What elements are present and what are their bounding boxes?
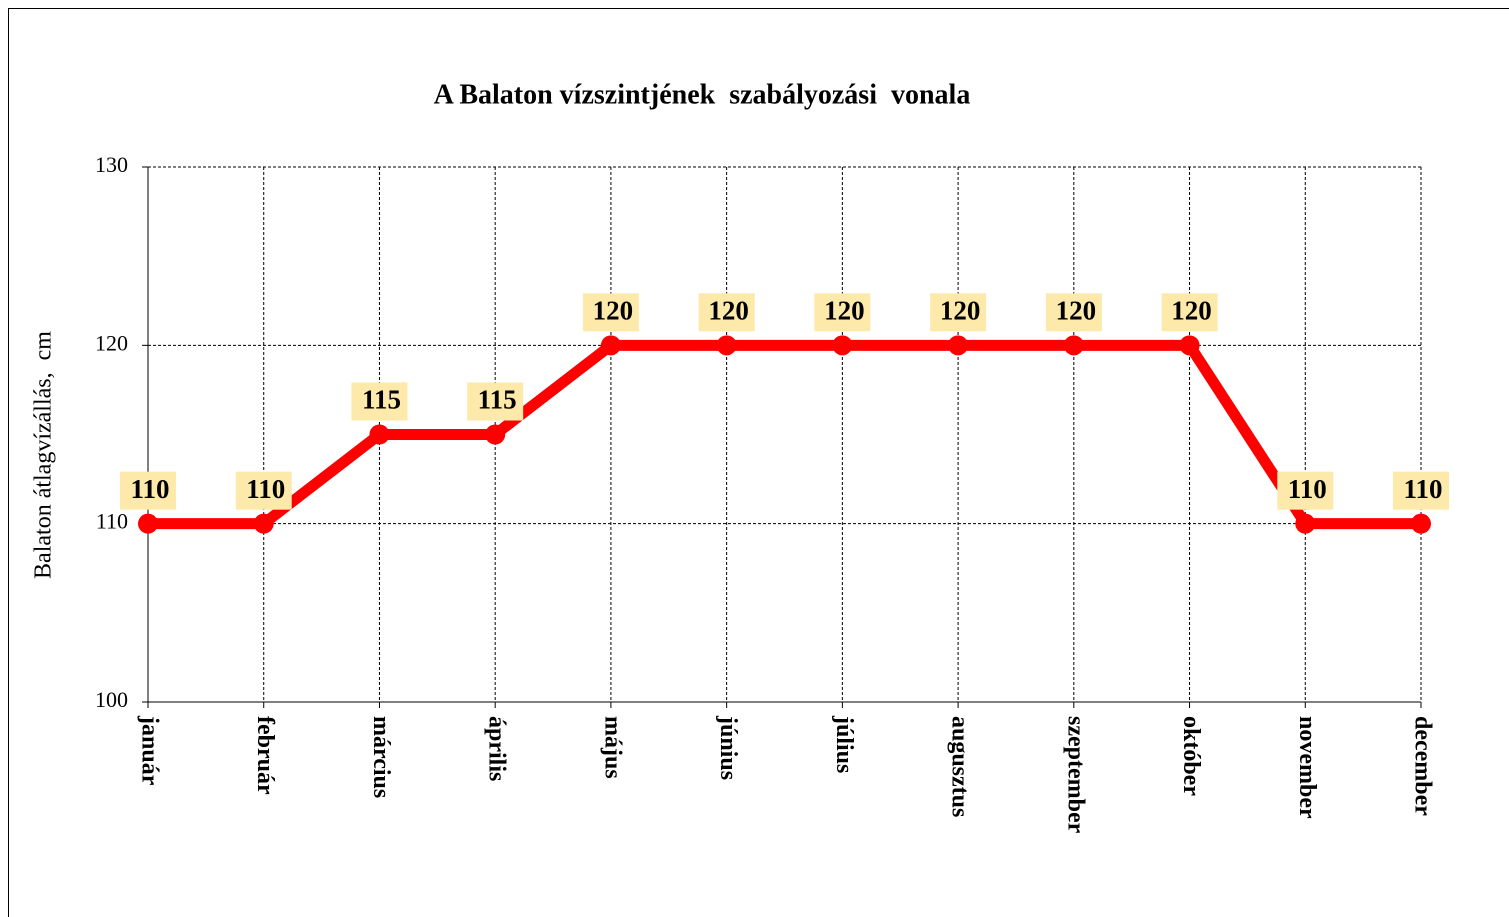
data-label-background xyxy=(582,293,639,332)
data-label: 120 xyxy=(824,296,865,326)
data-label-background xyxy=(1277,471,1334,510)
y-tick-label: 130 xyxy=(95,152,128,177)
data-point xyxy=(1179,335,1200,356)
data-point xyxy=(1295,513,1316,534)
x-tick-label: augusztus xyxy=(947,716,973,817)
data-label: 120 xyxy=(1056,296,1097,326)
data-point xyxy=(253,513,274,534)
x-tick-label: december xyxy=(1409,716,1435,816)
data-label: 120 xyxy=(940,296,981,326)
x-tick-label: április xyxy=(484,716,510,781)
data-label: 120 xyxy=(708,296,749,326)
x-tick-label: február xyxy=(252,716,278,795)
chart-border xyxy=(8,8,1509,917)
data-point xyxy=(1063,335,1084,356)
y-tick-label: 110 xyxy=(96,509,128,534)
x-tick-label: március xyxy=(368,716,394,798)
data-label-background xyxy=(698,293,755,332)
x-tick-label: június xyxy=(715,715,741,780)
data-label-background xyxy=(1393,471,1449,510)
y-tick-label: 100 xyxy=(95,687,128,712)
y-tick-label: 120 xyxy=(95,330,128,355)
data-label: 110 xyxy=(246,474,285,504)
x-tick-label: október xyxy=(1178,716,1204,796)
data-label: 110 xyxy=(1403,474,1442,504)
data-label: 115 xyxy=(478,385,517,415)
x-tick-label: július xyxy=(831,715,857,773)
data-point xyxy=(138,513,158,534)
data-label: 115 xyxy=(362,385,401,415)
data-point xyxy=(600,335,621,356)
data-label: 120 xyxy=(1171,296,1212,326)
data-label-background xyxy=(930,293,987,332)
data-point xyxy=(369,424,390,445)
data-label-background xyxy=(235,471,292,510)
data-point xyxy=(832,335,853,356)
data-point xyxy=(716,335,737,356)
x-tick-label: november xyxy=(1294,716,1320,819)
data-label-background xyxy=(467,382,524,421)
x-tick-label: május xyxy=(599,716,625,779)
data-point xyxy=(948,335,969,356)
data-label: 110 xyxy=(130,474,169,504)
y-axis-label: Balaton átlagvízállás, cm xyxy=(31,331,57,579)
chart-title: A Balaton vízszintjének szabályozási von… xyxy=(434,79,971,110)
data-point xyxy=(485,424,506,445)
data-label-background xyxy=(1161,293,1218,332)
data-label: 120 xyxy=(593,296,634,326)
x-tick-label: szeptember xyxy=(1062,716,1088,834)
data-label-background xyxy=(351,382,408,421)
data-label-background xyxy=(120,471,176,510)
data-point xyxy=(1411,513,1431,534)
data-line xyxy=(148,339,1421,530)
data-label: 110 xyxy=(1288,474,1327,504)
data-label-background xyxy=(1045,293,1102,332)
x-tick-label: január xyxy=(136,715,162,786)
data-label-background xyxy=(814,293,871,332)
